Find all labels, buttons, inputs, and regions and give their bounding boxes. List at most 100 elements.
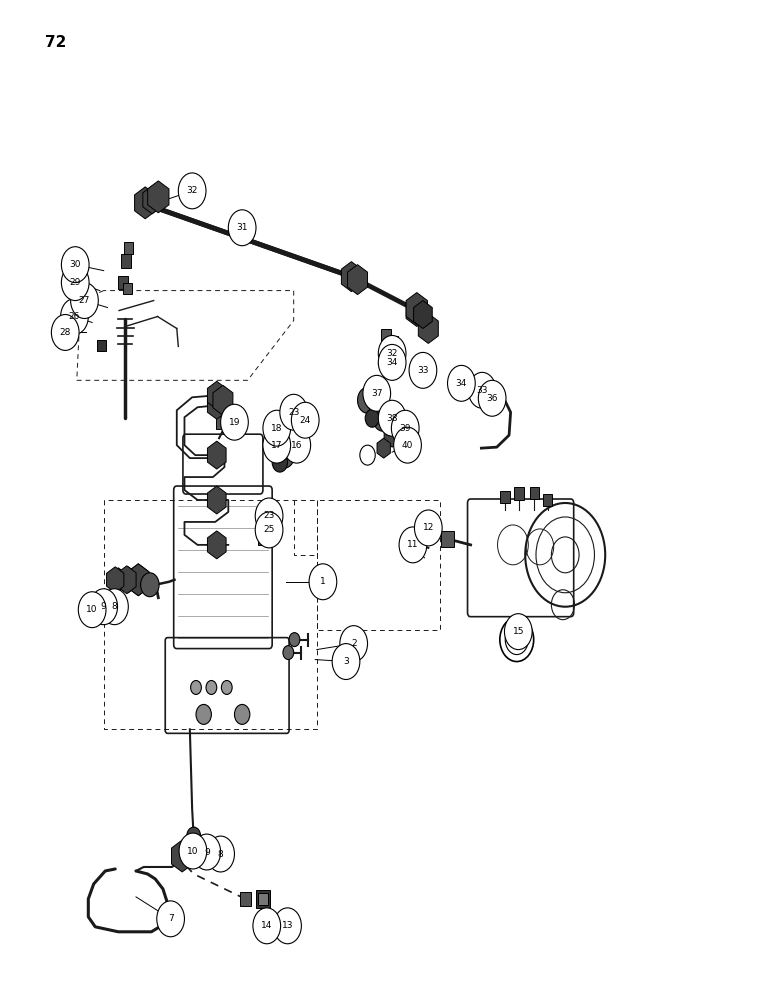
Text: 16: 16 [291,441,303,450]
Text: 17: 17 [271,441,283,450]
Text: 33: 33 [417,366,428,375]
Polygon shape [347,265,367,295]
FancyBboxPatch shape [442,531,454,547]
Text: 30: 30 [69,260,81,269]
Circle shape [378,400,406,436]
Polygon shape [117,566,136,594]
Circle shape [157,901,185,937]
Polygon shape [208,381,226,409]
Circle shape [222,680,232,694]
Text: 38: 38 [387,414,398,423]
Polygon shape [110,568,127,592]
Circle shape [469,372,496,408]
FancyBboxPatch shape [389,336,398,348]
Circle shape [394,427,422,463]
Text: 39: 39 [399,424,411,433]
Text: 40: 40 [402,441,413,450]
Circle shape [187,827,201,845]
Circle shape [70,283,98,319]
FancyBboxPatch shape [500,491,510,503]
Text: 8: 8 [112,602,117,611]
Circle shape [378,335,406,371]
Polygon shape [213,385,233,415]
Circle shape [207,836,235,872]
Text: 29: 29 [69,278,81,287]
Circle shape [363,375,391,411]
FancyBboxPatch shape [259,533,268,545]
Circle shape [365,409,379,427]
Text: 11: 11 [407,540,418,549]
Text: 10: 10 [86,605,98,614]
Circle shape [309,564,337,600]
Polygon shape [384,423,400,447]
Circle shape [263,410,290,446]
Polygon shape [377,438,391,458]
Text: 2: 2 [351,639,357,648]
Polygon shape [341,262,361,292]
Text: 24: 24 [300,416,311,425]
Circle shape [62,265,89,301]
Text: 72: 72 [46,35,66,50]
Circle shape [221,404,249,440]
Bar [274,435,290,445]
Circle shape [409,352,437,388]
Circle shape [235,704,250,724]
Text: 32: 32 [187,186,198,195]
Circle shape [332,644,360,680]
Circle shape [415,510,442,546]
Text: 19: 19 [229,418,240,427]
Text: 27: 27 [79,296,90,305]
Text: 37: 37 [371,389,382,398]
Text: 13: 13 [282,921,293,930]
Circle shape [279,394,307,430]
Circle shape [78,592,106,628]
Polygon shape [127,564,149,596]
FancyBboxPatch shape [530,487,539,499]
Circle shape [191,680,201,694]
Circle shape [340,626,367,662]
Circle shape [479,380,506,416]
Circle shape [357,387,378,413]
Circle shape [253,908,280,944]
Polygon shape [191,839,208,865]
Text: 8: 8 [218,850,223,859]
FancyBboxPatch shape [240,892,251,906]
Circle shape [373,405,393,431]
Text: 10: 10 [187,847,198,856]
Circle shape [141,573,159,597]
Polygon shape [208,531,226,559]
Circle shape [206,680,217,694]
Circle shape [263,427,290,463]
Text: 9: 9 [101,602,107,611]
Circle shape [52,315,79,350]
Text: 31: 31 [236,223,248,232]
Circle shape [275,442,294,468]
Polygon shape [127,564,149,596]
Text: 14: 14 [261,921,273,930]
Polygon shape [134,187,156,219]
Text: 25: 25 [263,525,275,534]
Polygon shape [171,840,193,872]
Circle shape [62,247,89,283]
Circle shape [283,427,310,463]
Text: 34: 34 [387,358,398,367]
Polygon shape [208,441,226,469]
Circle shape [360,445,375,465]
Text: 33: 33 [476,386,488,395]
Text: 3: 3 [343,657,349,666]
Polygon shape [406,295,428,326]
Text: 23: 23 [288,408,300,417]
FancyBboxPatch shape [97,340,106,351]
Circle shape [274,908,301,944]
Polygon shape [107,567,124,593]
Circle shape [399,527,427,563]
Circle shape [193,834,221,870]
Text: 23: 23 [263,511,275,520]
Text: 15: 15 [513,627,524,636]
Circle shape [273,452,287,472]
Circle shape [291,402,319,438]
FancyBboxPatch shape [259,520,268,532]
Polygon shape [208,391,226,419]
Polygon shape [208,486,226,514]
Circle shape [504,614,532,650]
